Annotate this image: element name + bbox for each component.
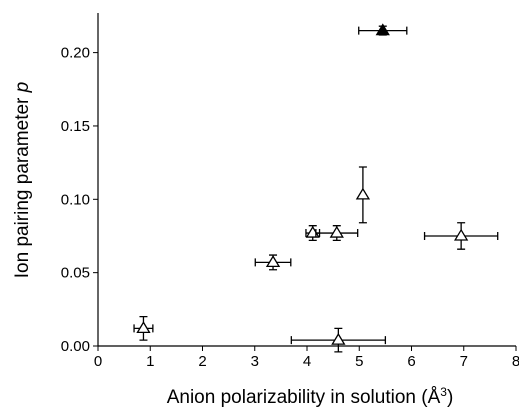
- y-label-main: Ion pairing parameter: [12, 97, 33, 278]
- y-tick-label: 0.15: [61, 118, 90, 135]
- x-label-main: Anion polarizability in solution (Å: [167, 387, 441, 408]
- y-tick-label: 0.00: [61, 338, 90, 355]
- x-tick-label: 7: [460, 353, 468, 370]
- x-tick-label: 6: [407, 353, 415, 370]
- x-tick-label: 3: [251, 353, 259, 370]
- x-label-end: ): [447, 387, 453, 408]
- marker: [453, 228, 469, 241]
- x-tick-label: 5: [355, 353, 363, 370]
- x-label-sup: 3: [440, 385, 447, 399]
- x-tick-label: 0: [94, 353, 102, 370]
- marker: [305, 225, 320, 238]
- marker: [136, 321, 151, 334]
- marker: [331, 332, 346, 345]
- y-tick-label: 0.20: [61, 45, 90, 62]
- marker: [355, 187, 371, 200]
- marker: [329, 225, 344, 238]
- x-tick-label: 2: [198, 353, 206, 370]
- marker: [265, 255, 281, 268]
- marker: [375, 23, 390, 36]
- x-tick-label: 1: [146, 353, 154, 370]
- y-tick-label: 0.05: [61, 265, 90, 282]
- x-tick-label: 4: [303, 353, 311, 370]
- x-tick-label: 8: [512, 353, 519, 370]
- x-axis-label: Anion polarizability in solution (Å3): [167, 385, 454, 408]
- y-tick-label: 0.10: [61, 191, 90, 208]
- y-label-symbol: p: [12, 82, 33, 94]
- y-axis-label: Ion pairing parameter p: [12, 82, 33, 278]
